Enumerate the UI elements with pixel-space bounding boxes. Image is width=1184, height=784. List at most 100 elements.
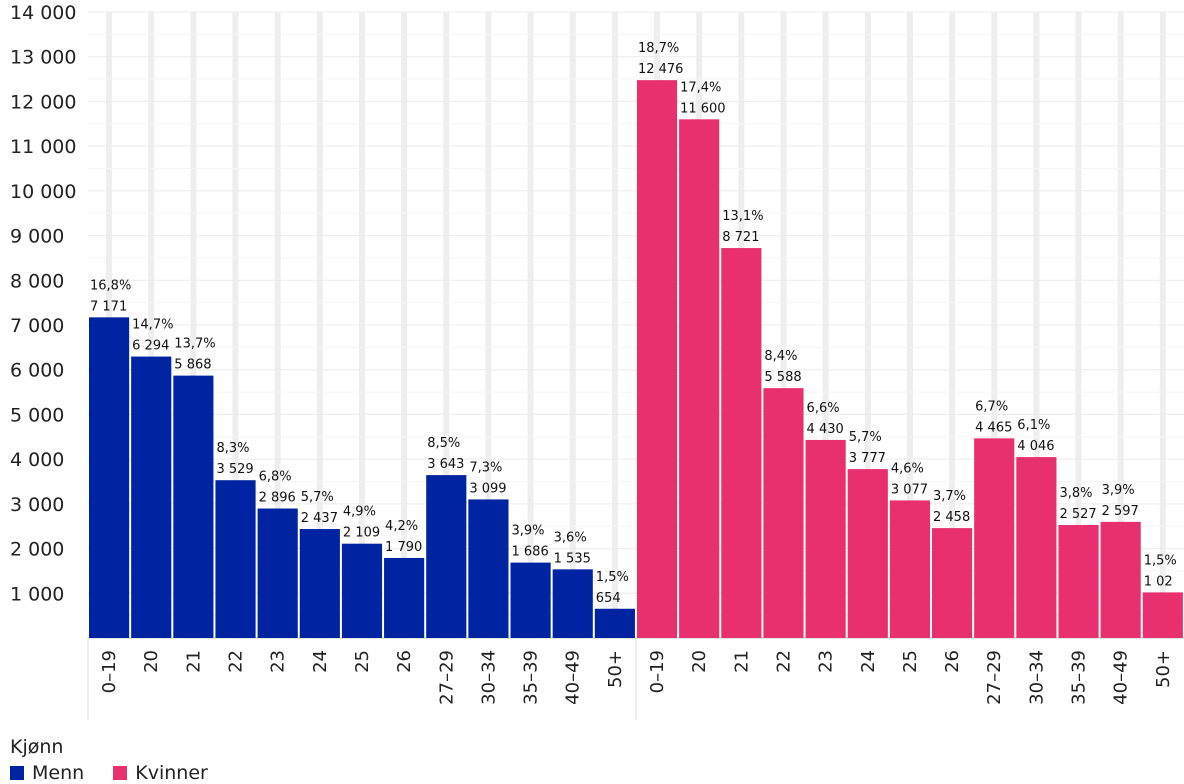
x-tick-label: 23 <box>816 650 837 673</box>
value-label: 654 <box>596 591 621 606</box>
bar[interactable] <box>636 80 678 638</box>
bar[interactable] <box>552 569 593 638</box>
bars <box>89 80 1183 639</box>
x-tick-label: 35–39 <box>521 650 542 705</box>
x-tick-label: 26 <box>394 650 415 673</box>
bar[interactable] <box>679 119 720 639</box>
value-label: 1 790 <box>385 540 422 555</box>
value-label: 3 643 <box>427 457 464 472</box>
bar-chart: 1 000 2 000 3 000 4 000 5 000 6 000 7 000 8 000… <box>10 2 1184 720</box>
percent-label: 7,3% <box>469 460 502 475</box>
bar[interactable] <box>1016 457 1057 638</box>
bar[interactable] <box>721 248 762 639</box>
legend-item-kvinner[interactable]: Kvinner <box>113 762 208 784</box>
y-tick-label: 8 000 <box>10 270 64 292</box>
x-tick-label: 27–29 <box>436 650 457 705</box>
x-tick-label: 0–19 <box>99 650 120 693</box>
bar[interactable] <box>594 608 635 638</box>
x-tick-label: 25 <box>352 650 373 673</box>
bar[interactable] <box>341 543 383 638</box>
percent-label: 3,9% <box>1102 483 1135 498</box>
percent-label: 18,7% <box>638 41 679 56</box>
value-label: 12 476 <box>638 62 684 77</box>
value-label: 1 535 <box>554 551 591 566</box>
percent-label: 4,2% <box>385 519 418 534</box>
percent-label: 13,7% <box>174 337 215 352</box>
x-tick-label: 24 <box>310 650 331 673</box>
y-tick-label: 4 000 <box>10 449 64 471</box>
x-tick-label: 24 <box>858 650 879 673</box>
percent-label: 3,6% <box>554 530 587 545</box>
value-label: 2 896 <box>259 491 296 506</box>
percent-label: 17,4% <box>680 80 721 95</box>
legend-label-menn: Menn <box>32 762 85 784</box>
y-tick-label: 9 000 <box>10 226 64 248</box>
x-tick-label: 23 <box>268 650 289 673</box>
percent-label: 6,1% <box>1017 418 1050 433</box>
y-tick-label: 14 000 <box>10 2 76 24</box>
bar[interactable] <box>763 388 804 638</box>
x-tick-label: 22 <box>773 650 794 673</box>
percent-label: 6,6% <box>807 401 840 416</box>
x-tick-label: 50+ <box>1153 650 1174 688</box>
value-label: 3 529 <box>216 462 253 477</box>
percent-label: 3,7% <box>933 489 966 504</box>
x-tick-label: 21 <box>183 650 204 673</box>
value-label: 2 458 <box>933 510 970 525</box>
x-tick-label: 27–29 <box>984 650 1005 705</box>
bar[interactable] <box>847 469 888 638</box>
value-label: 2 597 <box>1102 504 1139 519</box>
legend: Kjønn Menn Kvinner <box>10 736 232 784</box>
percent-label: 3,8% <box>1059 486 1092 501</box>
percent-label: 4,9% <box>343 505 376 520</box>
y-tick-label: 6 000 <box>10 360 64 382</box>
percent-label: 8,5% <box>427 436 460 451</box>
legend-item-menn[interactable]: Menn <box>10 762 84 784</box>
value-label: 3 099 <box>469 481 506 496</box>
bar[interactable] <box>89 317 130 638</box>
percent-label: 1,5% <box>596 570 629 585</box>
bar[interactable] <box>510 562 551 638</box>
y-tick-label: 7 000 <box>10 315 64 337</box>
data-labels: 7 171 16,8% 6 294 14,7% 5 868 13,7% 3 529 8,3% 2… <box>90 41 1177 606</box>
bar[interactable] <box>468 499 509 638</box>
value-label: 4 430 <box>807 422 844 437</box>
legend-label-kvinner: Kvinner <box>135 762 208 784</box>
bar[interactable] <box>805 439 846 638</box>
value-label: 4 046 <box>1017 439 1054 454</box>
percent-label: 6,8% <box>259 470 292 485</box>
bar[interactable] <box>889 500 930 638</box>
value-label: 1 02 <box>1144 574 1173 589</box>
bar[interactable] <box>384 557 425 638</box>
percent-label: 13,1% <box>722 209 763 224</box>
bar[interactable] <box>1142 592 1183 638</box>
bar[interactable] <box>173 375 214 638</box>
bar[interactable] <box>1100 521 1141 638</box>
bar[interactable] <box>257 508 298 638</box>
x-tick-label: 22 <box>226 650 247 673</box>
percent-label: 6,7% <box>975 399 1008 414</box>
bar[interactable] <box>1058 525 1099 638</box>
value-label: 11 600 <box>680 101 726 116</box>
x-tick-label: 20 <box>141 650 162 673</box>
bar[interactable] <box>974 438 1015 638</box>
y-tick-label: 1 000 <box>10 583 64 605</box>
percent-label: 5,7% <box>301 490 334 505</box>
x-tick-label: 40–49 <box>563 650 584 705</box>
bar[interactable] <box>299 529 340 638</box>
legend-swatch-menn <box>10 766 24 780</box>
y-tick-label: 12 000 <box>10 91 76 113</box>
percent-label: 14,7% <box>132 318 173 333</box>
percent-label: 4,6% <box>891 461 924 476</box>
bar[interactable] <box>932 528 973 638</box>
value-label: 1 686 <box>512 545 549 560</box>
value-label: 5 868 <box>174 358 211 373</box>
bar[interactable] <box>426 475 467 638</box>
bar[interactable] <box>131 356 172 638</box>
x-axis-ticks: 0–19 20 21 22 23 24 25 26 27–29 30–34 35–39 40–49 50… <box>99 650 1174 705</box>
bar[interactable] <box>215 480 256 638</box>
x-tick-label: 21 <box>731 650 752 673</box>
x-tick-label: 26 <box>942 650 963 673</box>
x-tick-label: 40–49 <box>1111 650 1132 705</box>
value-label: 6 294 <box>132 339 169 354</box>
